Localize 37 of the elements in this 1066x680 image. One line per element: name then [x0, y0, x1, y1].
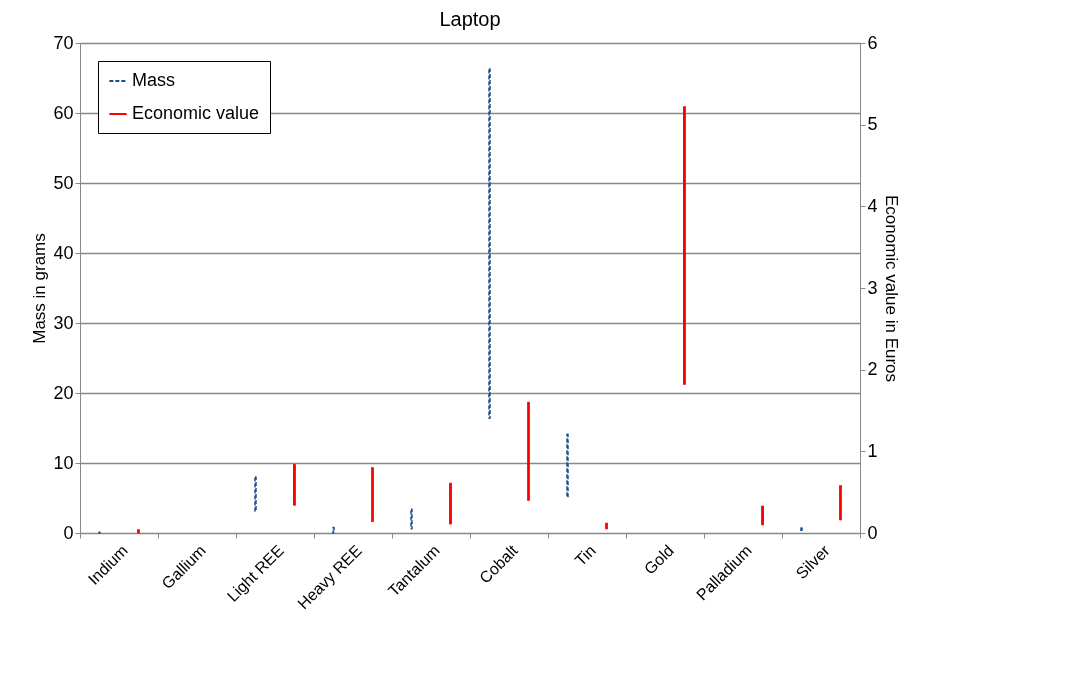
y-tick-label: 20 — [53, 382, 74, 403]
bar — [137, 529, 140, 534]
y2-tick-label: 3 — [867, 277, 878, 298]
bar — [449, 482, 452, 525]
y-tick-label: 60 — [53, 102, 74, 123]
x-tick-label: Tin — [571, 541, 599, 570]
bar — [98, 531, 101, 534]
bar — [605, 522, 608, 530]
y2-tick-label: 0 — [867, 522, 878, 543]
y-tick-label: 70 — [53, 32, 74, 53]
legend-label: Mass — [132, 70, 176, 90]
y2-tick-label: 4 — [867, 195, 878, 216]
chart-title: Laptop — [439, 8, 501, 30]
bar — [254, 476, 257, 513]
bar — [527, 401, 530, 501]
y-tick-label: 40 — [53, 242, 74, 263]
y-tick-label: 50 — [53, 172, 74, 193]
y2-axis-title: Economic value in Euros — [881, 194, 901, 383]
y2-tick-label: 1 — [867, 440, 878, 461]
bar — [293, 463, 296, 506]
y2-tick-label: 6 — [867, 32, 878, 53]
bar — [332, 526, 335, 534]
bar — [839, 485, 842, 521]
legend-label: Economic value — [132, 103, 260, 123]
bar — [683, 106, 686, 385]
bar — [761, 505, 764, 526]
y2-tick-label: 2 — [867, 359, 878, 380]
bar — [410, 508, 413, 530]
y-axis-title: Mass in grams — [30, 233, 50, 344]
bar — [371, 467, 374, 523]
bar — [488, 68, 491, 419]
bar — [566, 433, 569, 499]
y-tick-label: 0 — [63, 522, 74, 543]
y-tick-label: 30 — [53, 312, 74, 333]
y2-tick-label: 5 — [867, 114, 878, 135]
bar — [800, 527, 803, 533]
y-tick-label: 10 — [53, 452, 74, 473]
